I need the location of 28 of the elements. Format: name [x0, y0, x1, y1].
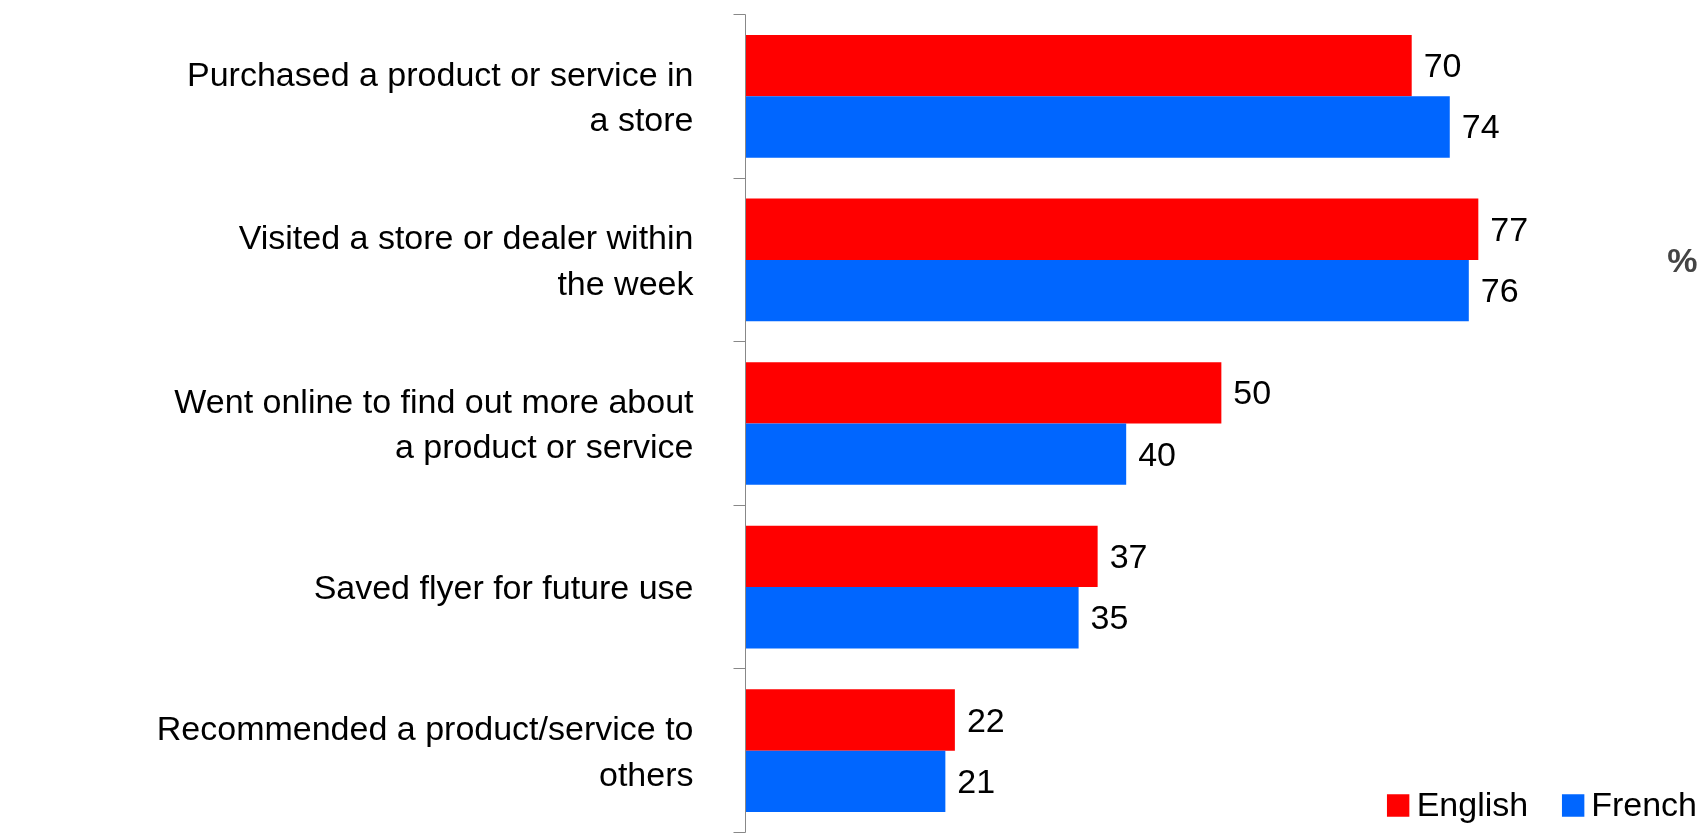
bar	[745, 689, 955, 751]
data-label: 77	[1490, 209, 1529, 248]
bar	[745, 525, 1098, 588]
legend-label: French	[1591, 785, 1697, 824]
bar	[745, 423, 1127, 485]
y-tick-label: Visited a store or dealer within the week	[238, 218, 695, 302]
text: %	[1667, 240, 1698, 279]
data-label: 37	[1109, 536, 1148, 575]
data-label: 50	[1233, 373, 1272, 412]
y-tick-label: Recommended a product/service to others	[156, 708, 694, 793]
data-label: 70	[1423, 46, 1462, 85]
data-label: 21	[957, 761, 996, 800]
y-tick-label: Went online to find out more about a product or service	[174, 381, 695, 466]
bar	[745, 34, 1412, 97]
legend-label: English	[1416, 785, 1529, 824]
y-tick-label: Saved flyer for future use	[313, 568, 694, 607]
bar	[745, 96, 1450, 158]
data-label: 74	[1461, 107, 1500, 146]
bar	[745, 259, 1469, 322]
data-label: 40	[1138, 434, 1177, 473]
bar	[745, 198, 1479, 260]
bar	[745, 750, 946, 813]
data-label: 35	[1090, 598, 1129, 637]
y-tick-label: Purchased a product or service in a store	[187, 54, 694, 139]
bar	[745, 362, 1222, 424]
data-label: 22	[966, 700, 1005, 739]
bar	[745, 587, 1079, 649]
data-label: 76	[1480, 271, 1519, 310]
